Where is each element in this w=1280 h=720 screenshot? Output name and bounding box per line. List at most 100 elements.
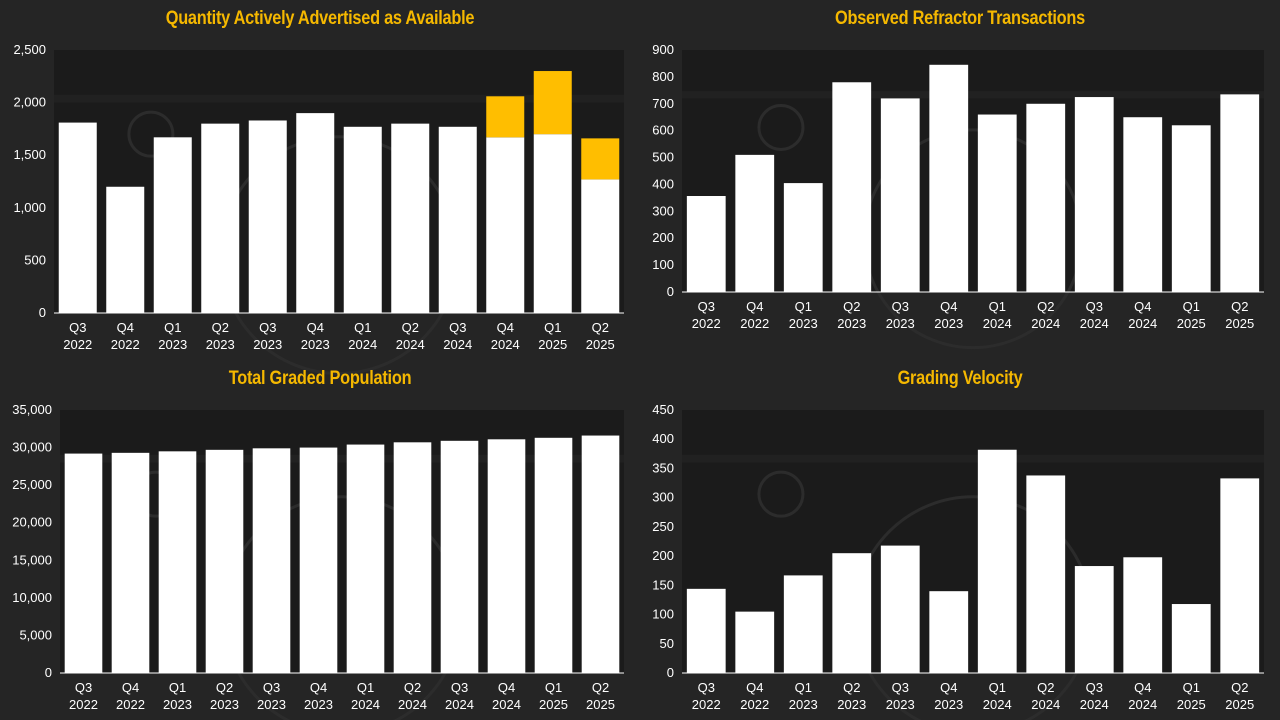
x-tick-label: Q2 2023 <box>837 299 866 331</box>
bar <box>153 137 192 313</box>
bar <box>1171 604 1211 673</box>
x-tick-label: Q1 2024 <box>348 320 377 352</box>
y-tick-label: 300 <box>652 203 674 218</box>
chart-title: Grading Velocity <box>897 368 1023 389</box>
y-tick-label: 100 <box>652 257 674 272</box>
x-tick-label: Q1 2023 <box>789 680 818 712</box>
x-tick-label: Q2 2025 <box>1225 680 1254 712</box>
chart-panel-transactions: Observed Refractor Transactions 0 100 200 3… <box>640 0 1280 360</box>
y-tick-label: 700 <box>652 96 674 111</box>
bar <box>977 114 1017 293</box>
x-tick-label: Q2 2023 <box>210 680 239 712</box>
x-tick-label: Q2 2025 <box>1225 299 1254 331</box>
y-tick-label: 30,000 <box>12 440 52 455</box>
bar <box>438 126 477 314</box>
x-tick-label: Q2 2024 <box>1031 299 1060 331</box>
y-tick-label: 300 <box>652 490 674 505</box>
bar <box>832 82 872 293</box>
y-tick-label: 600 <box>652 123 674 138</box>
y-tick-label: 2,500 <box>13 42 46 57</box>
x-tick-label: Q3 2024 <box>445 680 474 712</box>
bar <box>880 545 920 673</box>
x-tick-label: Q3 2024 <box>1080 680 1109 712</box>
y-tick-label: 150 <box>652 577 674 592</box>
x-tick-label: Q1 2024 <box>983 680 1012 712</box>
bar <box>1171 125 1211 293</box>
bar-segment-highlight <box>581 138 620 180</box>
bar <box>686 588 726 673</box>
bar-chart-transactions: 0 100 200 300 400 500 600 700 800 900 Q3 2022 Q4 2022… <box>652 42 1264 350</box>
x-tick-label: Q2 2025 <box>586 320 615 352</box>
chart-title: Total Graded Population <box>228 368 412 389</box>
x-tick-label: Q1 2025 <box>1177 680 1206 712</box>
x-tick-label: Q3 2023 <box>886 680 915 712</box>
bar <box>735 611 775 673</box>
bar-segment-highlight <box>533 71 572 135</box>
bar <box>58 122 97 313</box>
x-tick-label: Q4 2023 <box>301 320 330 352</box>
y-tick-label: 200 <box>652 548 674 563</box>
y-tick-label: 10,000 <box>12 590 52 605</box>
bar <box>296 113 335 314</box>
bar-segment-highlight <box>486 96 525 138</box>
bar <box>158 451 197 673</box>
y-tick-label: 450 <box>652 402 674 417</box>
chart-title: Quantity Actively Advertised as Availabl… <box>165 8 475 29</box>
x-tick-label: Q2 2025 <box>586 680 615 712</box>
y-tick-label: 350 <box>652 460 674 475</box>
x-tick-label: Q4 2022 <box>111 320 140 352</box>
x-tick-label: Q4 2023 <box>934 299 963 331</box>
x-tick-label: Q3 2023 <box>253 320 282 352</box>
bar <box>299 447 338 673</box>
x-tick-label: Q1 2025 <box>538 320 567 352</box>
bar <box>106 186 145 313</box>
x-tick-label: Q1 2024 <box>351 680 380 712</box>
bar <box>205 449 244 673</box>
x-tick-label: Q3 2022 <box>63 320 92 352</box>
bar <box>1220 478 1260 673</box>
bar <box>929 591 969 673</box>
x-tick-label: Q3 2024 <box>1080 299 1109 331</box>
y-tick-label: 20,000 <box>12 515 52 530</box>
chart-panel-velocity: Grading Velocity 0 50 100 150 200 250 300 350 40… <box>640 360 1280 720</box>
bar <box>783 575 823 673</box>
bar <box>581 179 620 313</box>
bar <box>929 64 969 293</box>
bar <box>248 120 287 313</box>
bar <box>533 134 572 313</box>
x-tick-label: Q1 2023 <box>789 299 818 331</box>
bar <box>64 453 103 673</box>
bar <box>735 154 775 292</box>
y-tick-label: 15,000 <box>12 552 52 567</box>
y-tick-label: 250 <box>652 519 674 534</box>
y-tick-label: 400 <box>652 431 674 446</box>
bar <box>201 123 240 313</box>
y-tick-label: 2,000 <box>13 95 46 110</box>
x-tick-label: Q3 2022 <box>692 680 721 712</box>
x-tick-label: Q2 2024 <box>1031 680 1060 712</box>
bar <box>440 440 479 673</box>
bar <box>111 452 150 673</box>
y-tick-label: 900 <box>652 42 674 57</box>
chart-panel-population: Total Graded Population 0 5,000 10,000 15,0… <box>0 360 640 720</box>
y-tick-label: 25,000 <box>12 477 52 492</box>
bar <box>534 437 573 673</box>
x-tick-label: Q4 2023 <box>304 680 333 712</box>
bar-chart-available: 0 500 1,000 1,500 2,000 2,500 Q3 2022 Q4 2022 Q1 20… <box>13 42 624 375</box>
bar <box>487 439 526 673</box>
bar <box>343 126 382 314</box>
x-tick-label: Q4 2024 <box>1128 299 1157 331</box>
bar <box>783 183 823 292</box>
bar <box>686 196 726 292</box>
y-tick-label: 35,000 <box>12 402 52 417</box>
bar <box>880 98 920 293</box>
y-tick-label: 1,000 <box>13 200 46 215</box>
y-tick-label: 0 <box>667 665 674 680</box>
y-tick-label: 1,500 <box>13 147 46 162</box>
x-tick-label: Q4 2023 <box>934 680 963 712</box>
y-tick-label: 500 <box>652 150 674 165</box>
bar <box>1123 117 1163 292</box>
x-tick-label: Q3 2024 <box>443 320 472 352</box>
bar <box>977 449 1017 673</box>
bar <box>1074 97 1114 292</box>
